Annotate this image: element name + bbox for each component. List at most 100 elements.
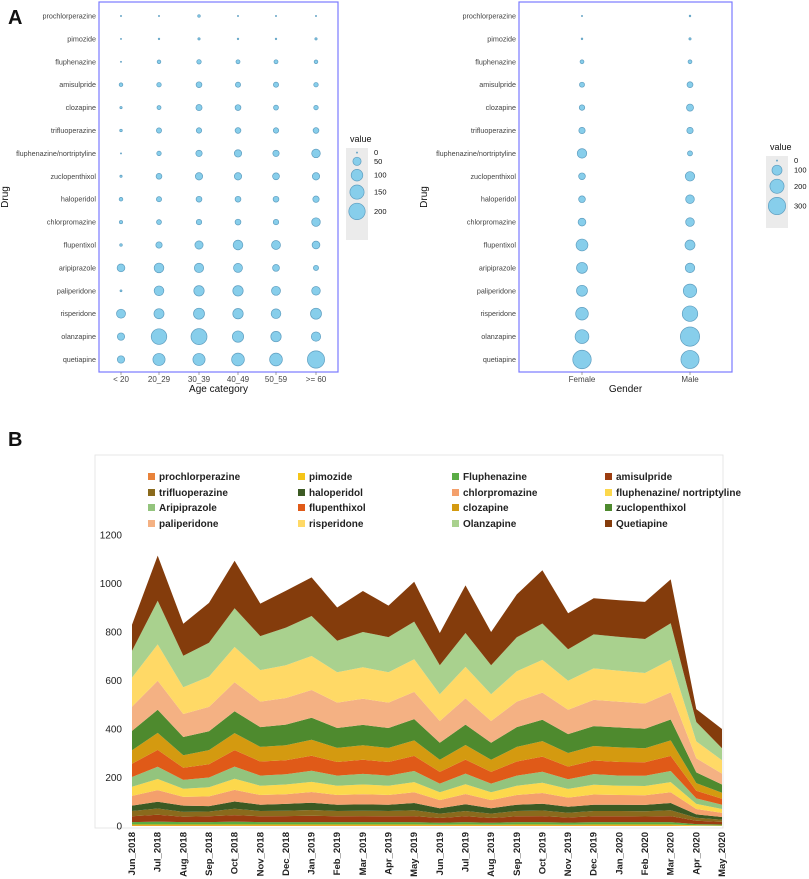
- legend-swatch: [148, 489, 155, 496]
- x-tick-label: Sep_2019: [512, 832, 523, 876]
- size-legend-label: 150: [374, 188, 387, 197]
- panel-b-label: B: [8, 429, 22, 451]
- bubble-point: [572, 349, 592, 370]
- bubble-point: [687, 150, 693, 157]
- bubble-point: [235, 81, 241, 88]
- bubble-point: [273, 59, 279, 65]
- bubble-point: [237, 15, 239, 17]
- bubble-point: [197, 37, 201, 41]
- size-legend-key: [767, 196, 787, 216]
- x-tick-label: Nov_2019: [563, 832, 574, 876]
- legend-label: amisulpride: [616, 472, 673, 483]
- legend-swatch: [148, 504, 155, 511]
- area-legend: prochlorperazine pimozide Fluphenazine amis…: [148, 472, 741, 530]
- legend-swatch: [605, 520, 612, 527]
- drug-label: clozapine: [66, 103, 96, 112]
- x-tick-label: Apr_2020: [691, 832, 702, 875]
- bubble-point: [270, 308, 282, 319]
- y-tick-label: 600: [105, 676, 122, 687]
- bubble-point: [116, 355, 126, 364]
- legend-swatch: [148, 473, 155, 480]
- stacked-area-chart: 0 200 400 600 800 1000 1200 Jun_2018 Jul_2018 Aug…: [94, 454, 741, 877]
- bubble-point: [578, 172, 586, 181]
- area-series: [132, 766, 722, 809]
- drug-label: quetiapine: [483, 355, 516, 364]
- bubble-point: [684, 262, 696, 273]
- drug-label: amisulpride: [59, 80, 96, 89]
- bubble-point: [120, 60, 122, 63]
- bubble-point: [686, 81, 694, 89]
- bubble-point: [195, 81, 203, 88]
- bubble-point: [688, 14, 692, 18]
- bubble-point: [575, 307, 589, 321]
- legend-label: chlorpromazine: [463, 488, 538, 499]
- bubble-point: [119, 289, 123, 293]
- y-tick-label: 200: [105, 773, 122, 784]
- bubble-point: [311, 286, 321, 296]
- bubble-point: [156, 127, 162, 134]
- bubble-point: [119, 243, 123, 247]
- size-legend-key: [356, 151, 358, 154]
- bubble-point: [119, 174, 123, 178]
- x-tick-label: Aug_2019: [486, 832, 497, 877]
- y-tick-label: 400: [105, 725, 122, 736]
- bubble-point: [576, 148, 588, 159]
- bubble-point: [680, 326, 700, 347]
- drug-label: pimozide: [487, 34, 516, 43]
- bubble-point: [236, 37, 240, 41]
- x-axis-title: Age category: [189, 384, 248, 395]
- x-tick-label: Jun_2019: [435, 832, 446, 875]
- bubble-point: [193, 307, 205, 320]
- size-legend-key: [771, 164, 783, 176]
- x-tick-label: 50_59: [265, 375, 288, 384]
- bubble-point: [116, 308, 126, 319]
- bubble-point: [307, 350, 325, 369]
- bubble-point: [310, 331, 322, 342]
- bubble-point: [232, 285, 244, 297]
- x-tick-label: 20_29: [148, 375, 171, 384]
- legend-swatch: [452, 489, 459, 496]
- legend-swatch: [605, 473, 612, 480]
- bubble-point: [190, 328, 208, 345]
- bubble-point: [578, 195, 586, 203]
- bubble-point: [579, 81, 585, 88]
- drug-label: zuclopenthixol: [470, 172, 516, 181]
- bubble-point: [273, 81, 279, 88]
- bubble-point: [272, 172, 280, 181]
- bubble-point: [233, 172, 243, 181]
- bubble-point: [156, 219, 162, 225]
- bubble-point: [273, 104, 279, 111]
- bubble-point: [233, 263, 243, 273]
- drug-label: aripiprazole: [59, 263, 96, 272]
- bubble-point: [153, 285, 165, 297]
- bubble-point: [153, 262, 165, 274]
- bubble-point: [195, 219, 203, 226]
- bubble-point: [269, 352, 283, 367]
- legend-swatch: [148, 520, 155, 527]
- bubble-point: [272, 127, 280, 134]
- bubble-point: [156, 82, 162, 88]
- drug-label: chlorpromazine: [47, 218, 96, 227]
- legend-label: Aripiprazole: [159, 503, 217, 514]
- bubble-point: [311, 148, 321, 159]
- drug-label: haloperidol: [61, 195, 97, 204]
- legend-label: prochlorperazine: [159, 472, 241, 483]
- bubble-point: [156, 105, 162, 110]
- legend-label: Fluphenazine: [463, 472, 527, 483]
- legend-swatch: [298, 489, 305, 496]
- bubble-point: [274, 37, 278, 41]
- bubble-point: [682, 283, 698, 298]
- area-series: [132, 808, 722, 822]
- legend-label: paliperidone: [159, 519, 219, 530]
- size-legend-label: 0: [374, 148, 378, 157]
- bubble-point: [231, 352, 245, 367]
- x-tick-label: May_2019: [409, 832, 420, 877]
- area-series: [132, 644, 722, 774]
- bubble-point: [310, 307, 322, 320]
- bubble-point: [234, 195, 242, 203]
- size-legend-label: 100: [374, 171, 387, 180]
- x-tick-label: Mar_2020: [666, 832, 677, 875]
- legend-label: fluphenazine/ nortriptyline: [616, 488, 741, 499]
- x-tick-label: Oct_2019: [537, 832, 548, 874]
